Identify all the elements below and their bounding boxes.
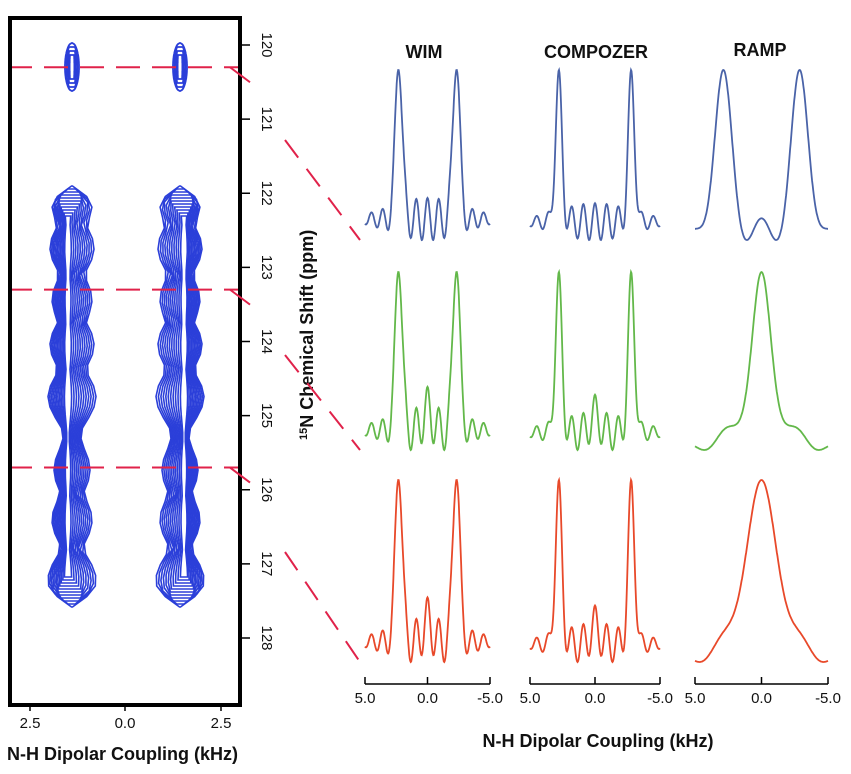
connector-long [284,354,361,451]
contour-line [174,209,192,584]
spectrum-compozer-row3 [529,476,661,664]
y-tick-label: 122 [258,181,275,206]
x-tick-label: 5.0 [355,690,376,707]
x-tick-label: 0.0 [585,690,606,707]
y-tick-label: 128 [258,625,275,650]
contour-line [176,54,184,80]
contour-line [160,191,202,602]
connector-short [229,66,251,84]
contour-line [172,206,194,587]
contour-line [64,42,80,92]
y-tick-label: 125 [258,403,275,428]
x-tick-label: 0.0 [417,690,438,707]
contour-frame [8,16,242,707]
y-axis-title-superscript: 15 [298,428,310,440]
contour-line [60,209,78,584]
y-axis-title-text: N Chemical Shift (ppm) [297,230,317,428]
connector-short [229,466,251,484]
spectrum-compozer-row2 [529,268,661,452]
connector-long [284,139,361,241]
y-tick-label: 123 [258,255,275,280]
spectrum-compozer-row1 [529,66,661,242]
contour-line [63,215,73,578]
spectrum-wim-row1 [364,68,491,242]
contour-line [53,197,88,596]
connector-long [284,551,361,663]
x-axis-title-right: N-H Dipolar Coupling (kHz) [483,731,714,751]
contour-line [67,50,77,84]
contour-line [58,206,80,587]
x-tick-label: -5.0 [477,690,503,707]
contour-line [172,42,188,92]
x-tick-label: -5.0 [815,690,841,707]
column-title-compozer: COMPOZER [544,42,648,62]
y-tick-label: 120 [258,32,275,57]
contour-line [177,212,191,581]
y-tick-label: 124 [258,329,275,354]
column-title-wim: WIM [406,42,443,62]
contour-line [155,185,205,608]
x-axes-right: 5.0 0.0 -5.0 5.0 0.0 -5.0 5.0 0.0 -5.0 [355,677,841,707]
contour-line [173,46,187,88]
spectrum-wim-row3 [364,478,491,664]
connector-short [229,288,251,306]
x-tick-label: 2.5 [20,715,41,732]
slice-guide-lines [8,66,240,469]
x-axis-title-left: N-H Dipolar Coupling (kHz) [7,744,238,764]
x-tick-label: -5.0 [647,690,673,707]
y-axis: 120 121 122 123 124 125 126 127 128 [240,32,275,651]
contour-line [65,46,79,88]
contour-line [169,203,196,590]
y-tick-label: 127 [258,551,275,576]
spectrum-ramp-row3 [694,479,829,663]
y-tick-label: 126 [258,477,275,502]
contour-line [167,200,197,593]
y-tick-label: 121 [258,107,275,132]
spectrum-wim-row2 [364,270,491,452]
contour-line [162,194,200,599]
y-axis-title: 15N Chemical Shift (ppm) [297,230,317,440]
spectra-traces [364,66,829,664]
spectrum-ramp-row2 [694,270,829,451]
x-tick-label: 0.0 [751,690,772,707]
contour-line [55,200,85,593]
contour-line [52,194,90,599]
contour-line [175,50,185,84]
contour-line [61,212,75,581]
spectrum-ramp-row1 [695,69,828,241]
contour-line [157,188,204,605]
spectra-panel: WIM COMPOZER RAMP 5.0 0.0 -5.0 5.0 0.0 -5.0 5.… [355,40,841,751]
connector-lines [229,66,361,663]
x-tick-label: 5.0 [685,690,706,707]
x-tick-label: 2.5 [211,715,232,732]
contour-line [56,203,83,590]
contour-line [68,54,76,80]
contour-line [164,197,199,596]
contour-line [179,215,189,578]
contour-plot [47,42,205,608]
x-axis-left: 2.5 0.0 2.5 [20,705,232,732]
x-tick-label: 5.0 [520,690,541,707]
x-tick-label: 0.0 [115,715,136,732]
contour-panel: 120 121 122 123 124 125 126 127 128 2.5 0.0 2.5 N-… [7,16,317,764]
column-title-ramp: RAMP [734,40,787,60]
